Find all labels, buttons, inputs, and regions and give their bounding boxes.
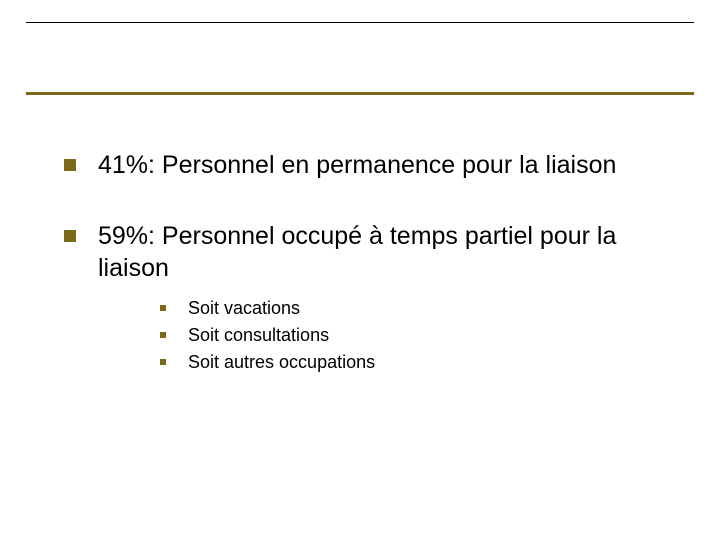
square-bullet-icon <box>64 159 76 171</box>
sub-list-item-text: Soit autres occupations <box>188 352 375 373</box>
list-item: 41%: Personnel en permanence pour la lia… <box>64 150 680 181</box>
square-bullet-icon <box>64 230 76 242</box>
sub-list-item: Soit consultations <box>160 325 680 346</box>
sub-list: Soit vacations Soit consultations Soit a… <box>160 298 680 373</box>
square-bullet-icon <box>160 332 166 338</box>
divider-thin <box>26 22 694 23</box>
sub-list-item-text: Soit consultations <box>188 325 329 346</box>
divider-thick <box>26 92 694 95</box>
list-item-text: 41%: Personnel en permanence pour la lia… <box>98 150 616 181</box>
list-item-text: 59%: Personnel occupé à temps partiel po… <box>98 221 680 284</box>
list-item: 59%: Personnel occupé à temps partiel po… <box>64 221 680 284</box>
square-bullet-icon <box>160 359 166 365</box>
slide-content: 41%: Personnel en permanence pour la lia… <box>64 150 680 379</box>
sub-list-item: Soit autres occupations <box>160 352 680 373</box>
square-bullet-icon <box>160 305 166 311</box>
sub-list-item: Soit vacations <box>160 298 680 319</box>
sub-list-item-text: Soit vacations <box>188 298 300 319</box>
